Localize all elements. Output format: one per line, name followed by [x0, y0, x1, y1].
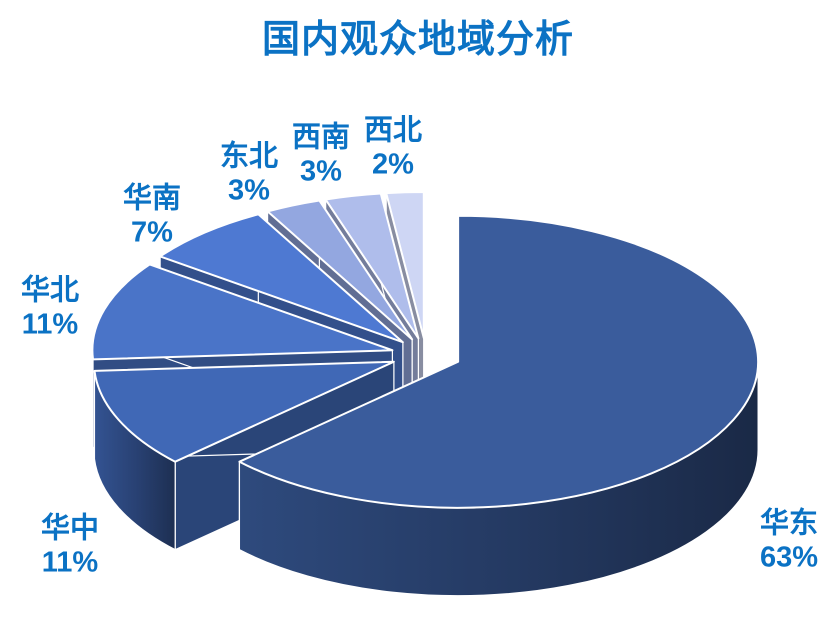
slice-label-value: 7% — [131, 216, 173, 248]
slice-label-name: 华南 — [122, 182, 182, 215]
pie-slice-huadong — [238, 214, 760, 597]
slice-label-xinan: 西南 3% — [292, 121, 350, 188]
slice-label-value: 3% — [228, 174, 270, 206]
slice-label-huabei: 华北 11% — [21, 274, 79, 341]
slice-label-xibei: 西北 2% — [364, 114, 422, 181]
slice-label-name: 西南 — [291, 121, 351, 154]
slice-label-huanan: 华南 7% — [123, 182, 181, 249]
slice-label-value: 11% — [41, 546, 99, 578]
slice-label-name: 华中 — [40, 512, 100, 545]
slice-label-name: 华东 — [759, 507, 819, 540]
slice-label-value: 11% — [21, 308, 79, 340]
slice-label-name: 东北 — [219, 140, 279, 173]
slice-label-name: 华北 — [20, 274, 80, 307]
slice-label-huadong: 华东 63% — [760, 507, 818, 574]
pie-slices — [91, 191, 760, 597]
slice-label-name: 西北 — [363, 114, 423, 147]
slice-label-value: 63% — [759, 541, 819, 573]
slice-label-value: 3% — [300, 155, 342, 187]
chart-title: 国内观众地域分析 — [261, 19, 574, 61]
slice-label-huazhong: 华中 11% — [41, 512, 99, 579]
slice-label-dongbei: 东北 3% — [220, 140, 278, 207]
slice-label-value: 2% — [372, 148, 414, 180]
